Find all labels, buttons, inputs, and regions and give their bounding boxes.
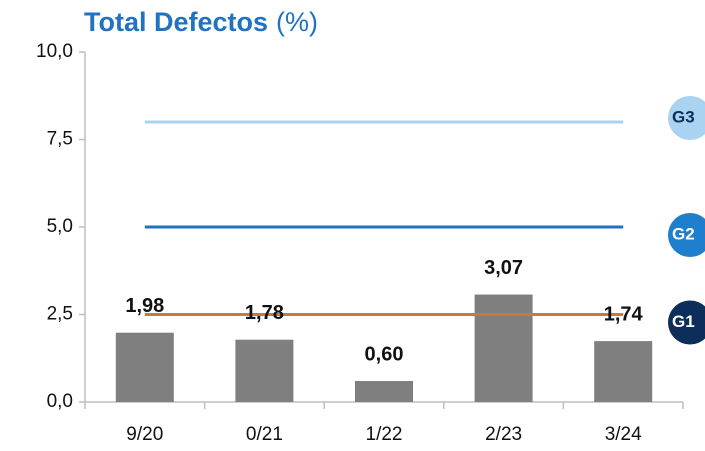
value-label: 1,74 — [604, 303, 644, 325]
y-tick-label: 5,0 — [47, 216, 73, 237]
value-label: 1,78 — [245, 302, 284, 324]
bar — [594, 341, 653, 402]
goal-badge — [668, 96, 705, 140]
goal-badge — [668, 213, 705, 257]
y-tick-label: 0,0 — [47, 391, 73, 412]
x-tick-label: 3/24 — [605, 424, 642, 445]
goal-badge-label: G1 — [672, 312, 695, 331]
x-tick-label: 9/20 — [126, 424, 163, 445]
title-text: Total Defectos — [84, 7, 268, 37]
value-label: 0,60 — [365, 343, 404, 365]
value-label: 1,98 — [125, 295, 164, 317]
x-tick-label: 2/23 — [485, 424, 522, 445]
bar — [474, 294, 533, 402]
value-label: 3,07 — [484, 257, 523, 279]
bar — [355, 381, 413, 402]
y-tick-label: 7,5 — [47, 129, 73, 150]
bar — [115, 332, 174, 402]
goal-badge-label: G3 — [672, 107, 695, 126]
bar — [235, 339, 294, 402]
y-tick-label: 10,0 — [36, 41, 73, 62]
chart-title: Total Defectos (%) — [84, 7, 318, 37]
title-unit: (%) — [276, 7, 318, 37]
x-tick-label: 1/22 — [366, 424, 403, 445]
x-tick-label: 0/21 — [246, 424, 283, 445]
goal-badge — [668, 300, 705, 345]
goal-badge-label: G2 — [672, 224, 695, 243]
y-tick-label: 2,5 — [47, 304, 73, 325]
